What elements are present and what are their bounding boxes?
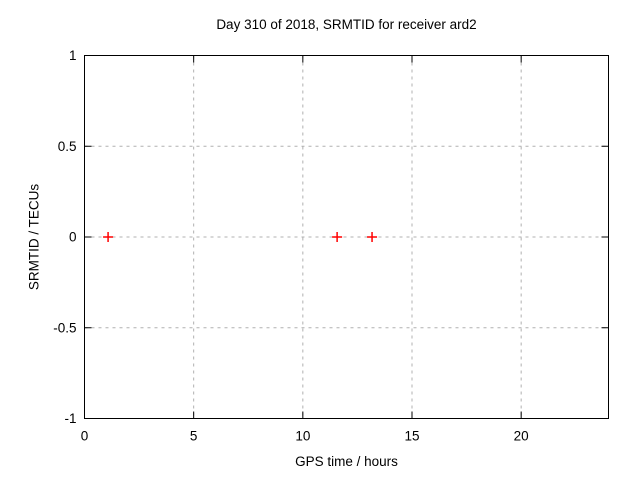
x-axis-label: GPS time / hours bbox=[295, 454, 398, 469]
chart-title: Day 310 of 2018, SRMTID for receiver ard… bbox=[216, 17, 477, 32]
x-tick-label: 20 bbox=[514, 429, 529, 444]
y-tick-label: 0 bbox=[69, 230, 77, 245]
data-point-marker bbox=[332, 232, 343, 242]
x-tick-label: 15 bbox=[404, 429, 419, 444]
y-tick-label: -1 bbox=[64, 411, 76, 426]
y-tick-label: -0.5 bbox=[53, 320, 76, 335]
data-point-marker bbox=[367, 232, 378, 242]
x-tick-label: 0 bbox=[81, 429, 89, 444]
y-tick-label: 1 bbox=[69, 48, 77, 63]
x-tick-label: 5 bbox=[190, 429, 198, 444]
x-tick-label: 10 bbox=[295, 429, 310, 444]
data-point-marker bbox=[103, 232, 114, 242]
y-tick-label: 0.5 bbox=[58, 139, 77, 154]
